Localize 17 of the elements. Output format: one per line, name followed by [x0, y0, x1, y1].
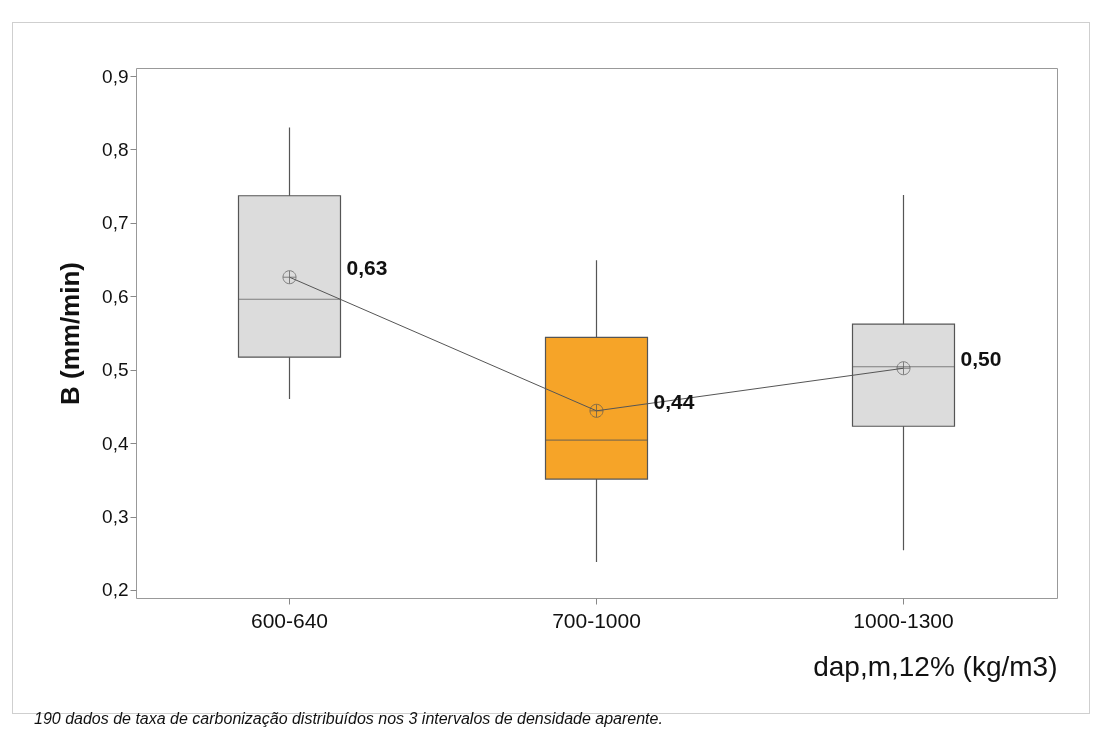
y-tick-label: 0,6 [102, 285, 129, 307]
y-tick-label: 0,7 [102, 212, 129, 234]
annotation: 0,63 [346, 256, 388, 280]
x-tick-label: 600-640 [250, 608, 329, 632]
y-tick-label: 0,2 [102, 579, 129, 601]
y-tick-label: 0,4 [102, 432, 129, 454]
x-tick-label: 1000-1300 [853, 608, 954, 632]
y-tick-label: 0,5 [102, 359, 129, 381]
text: 190 dados de taxa de carbonização distribuídos nos 3 intervalos de densidade aparente. [34, 710, 663, 728]
x-axis-title: dap,m,12% (kg/m3) [813, 650, 1058, 682]
annotation: 0,44 [653, 389, 695, 413]
y-axis-title: B (mm/min) [55, 262, 86, 405]
x-tick-label: 700-1000 [552, 608, 641, 632]
y-tick-label: 0,9 [102, 65, 129, 87]
y-tick-label: 0,8 [102, 138, 129, 160]
y-tick-label: 0,3 [102, 506, 129, 528]
annotation: 0,50 [960, 347, 1002, 371]
